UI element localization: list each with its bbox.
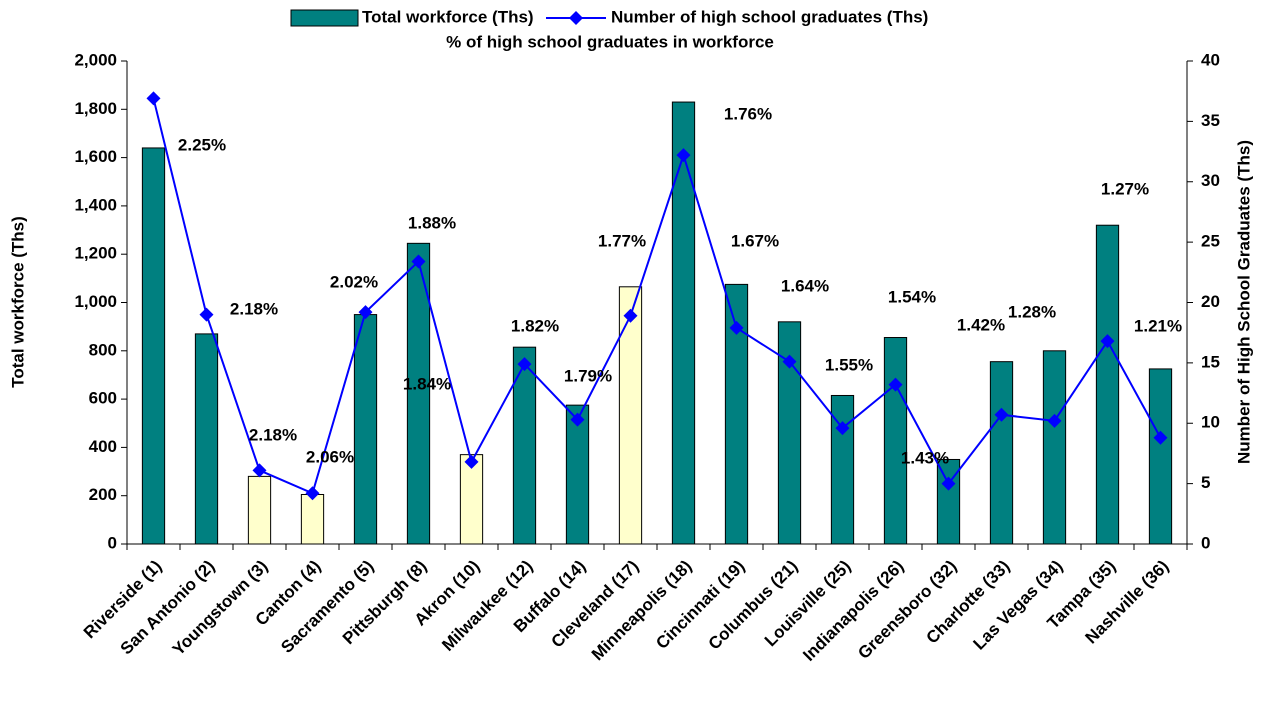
marker <box>146 91 161 106</box>
y2-tick-label: 15 <box>1201 352 1220 371</box>
legend-label: Number of high school graduates (Ths) <box>611 7 928 26</box>
bar <box>1042 350 1067 545</box>
bar <box>512 346 537 545</box>
legend-label: % of high school graduates in workforce <box>446 32 774 51</box>
bar <box>1095 224 1120 545</box>
data-label: 1.79% <box>564 366 612 385</box>
x-tick-label: Greensboro (32) <box>854 557 960 663</box>
marker <box>464 454 479 469</box>
bar <box>565 404 590 545</box>
y2-tick-label: 10 <box>1201 413 1220 432</box>
marker <box>570 412 585 427</box>
data-label: 1.82% <box>511 316 559 335</box>
data-label: 2.02% <box>330 272 378 291</box>
bar <box>883 337 908 545</box>
bar <box>1148 368 1173 545</box>
marker <box>517 357 532 372</box>
marker <box>305 486 320 501</box>
data-label: 1.76% <box>724 104 772 123</box>
x-tick-label: Indianapolis (26) <box>799 557 907 665</box>
bar <box>406 242 431 545</box>
bar <box>247 475 272 545</box>
y-tick-label: 1,200 <box>74 244 117 263</box>
y2-tick-label: 0 <box>1201 533 1210 552</box>
data-label: 1.84% <box>403 374 451 393</box>
legend-swatch <box>290 9 359 27</box>
marker <box>835 421 850 436</box>
y2-tick-label: 5 <box>1201 473 1210 492</box>
bar <box>141 147 166 545</box>
x-tick-label: Minneapolis (18) <box>588 557 696 665</box>
marker <box>623 308 638 323</box>
marker <box>252 463 267 478</box>
y-tick-label: 200 <box>89 485 117 504</box>
data-label: 1.64% <box>781 276 829 295</box>
bar <box>300 493 325 545</box>
marker <box>1153 430 1168 445</box>
y-tick-label: 2,000 <box>74 50 117 69</box>
marker <box>994 407 1009 422</box>
marker <box>358 305 373 320</box>
bar <box>459 454 484 545</box>
y2-tick-label: 25 <box>1201 232 1220 251</box>
data-label: 1.67% <box>731 231 779 250</box>
line <box>152 98 1162 495</box>
bar <box>936 458 961 545</box>
marker <box>199 307 214 322</box>
y2-axis-title: Number of High School Graduates (Ths) <box>1234 140 1253 464</box>
data-label: 1.88% <box>408 213 456 232</box>
y2-tick-label: 30 <box>1201 171 1220 190</box>
data-label: 1.27% <box>1101 179 1149 198</box>
bar <box>989 361 1014 545</box>
y-tick-label: 400 <box>89 437 117 456</box>
marker <box>676 148 691 163</box>
marker <box>782 354 797 369</box>
marker <box>1047 413 1062 428</box>
legend-marker <box>569 11 583 25</box>
y-tick-label: 1,000 <box>74 292 117 311</box>
x-tick-label: San Antonio (2) <box>117 557 219 659</box>
y2-tick-label: 20 <box>1201 292 1220 311</box>
data-label: 2.18% <box>249 425 297 444</box>
x-tick-label: Sacramento (5) <box>277 557 377 657</box>
data-label: 1.28% <box>1008 302 1056 321</box>
y2-tick-label: 35 <box>1201 111 1220 130</box>
y2-tick-label: 40 <box>1201 50 1220 69</box>
y-tick-label: 1,800 <box>74 99 117 118</box>
data-label: 2.06% <box>306 447 354 466</box>
marker <box>1100 334 1115 349</box>
y-tick-label: 1,400 <box>74 195 117 214</box>
x-tick-label: Las Vegas (34) <box>970 557 1067 654</box>
data-label: 1.77% <box>598 231 646 250</box>
bar <box>353 314 378 545</box>
marker <box>941 476 956 491</box>
marker <box>729 320 744 335</box>
data-label: 1.54% <box>888 287 936 306</box>
bar <box>777 321 802 545</box>
bar <box>724 283 749 545</box>
bar <box>830 394 855 545</box>
y-tick-label: 1,600 <box>74 147 117 166</box>
y-axis-title: Total workforce (Ths) <box>8 216 27 388</box>
y-tick-label: 600 <box>89 389 117 408</box>
x-tick-label: Columbus (21) <box>705 557 802 654</box>
data-label: 1.21% <box>1134 316 1182 335</box>
bar <box>618 286 643 545</box>
data-label: 1.55% <box>825 355 873 374</box>
data-label: 1.42% <box>957 315 1005 334</box>
x-tick-label: Youngstown (3) <box>169 557 272 660</box>
y-tick-label: 0 <box>108 533 117 552</box>
bar <box>671 101 696 545</box>
data-label: 2.18% <box>230 299 278 318</box>
legend-label: Total workforce (Ths) <box>362 7 534 26</box>
marker <box>411 254 426 269</box>
marker <box>888 377 903 392</box>
data-label: 1.43% <box>901 448 949 467</box>
x-tick-label: Milwaukee (12) <box>438 557 536 655</box>
y-tick-label: 800 <box>89 340 117 359</box>
bar <box>194 333 219 545</box>
data-label: 2.25% <box>178 135 226 154</box>
